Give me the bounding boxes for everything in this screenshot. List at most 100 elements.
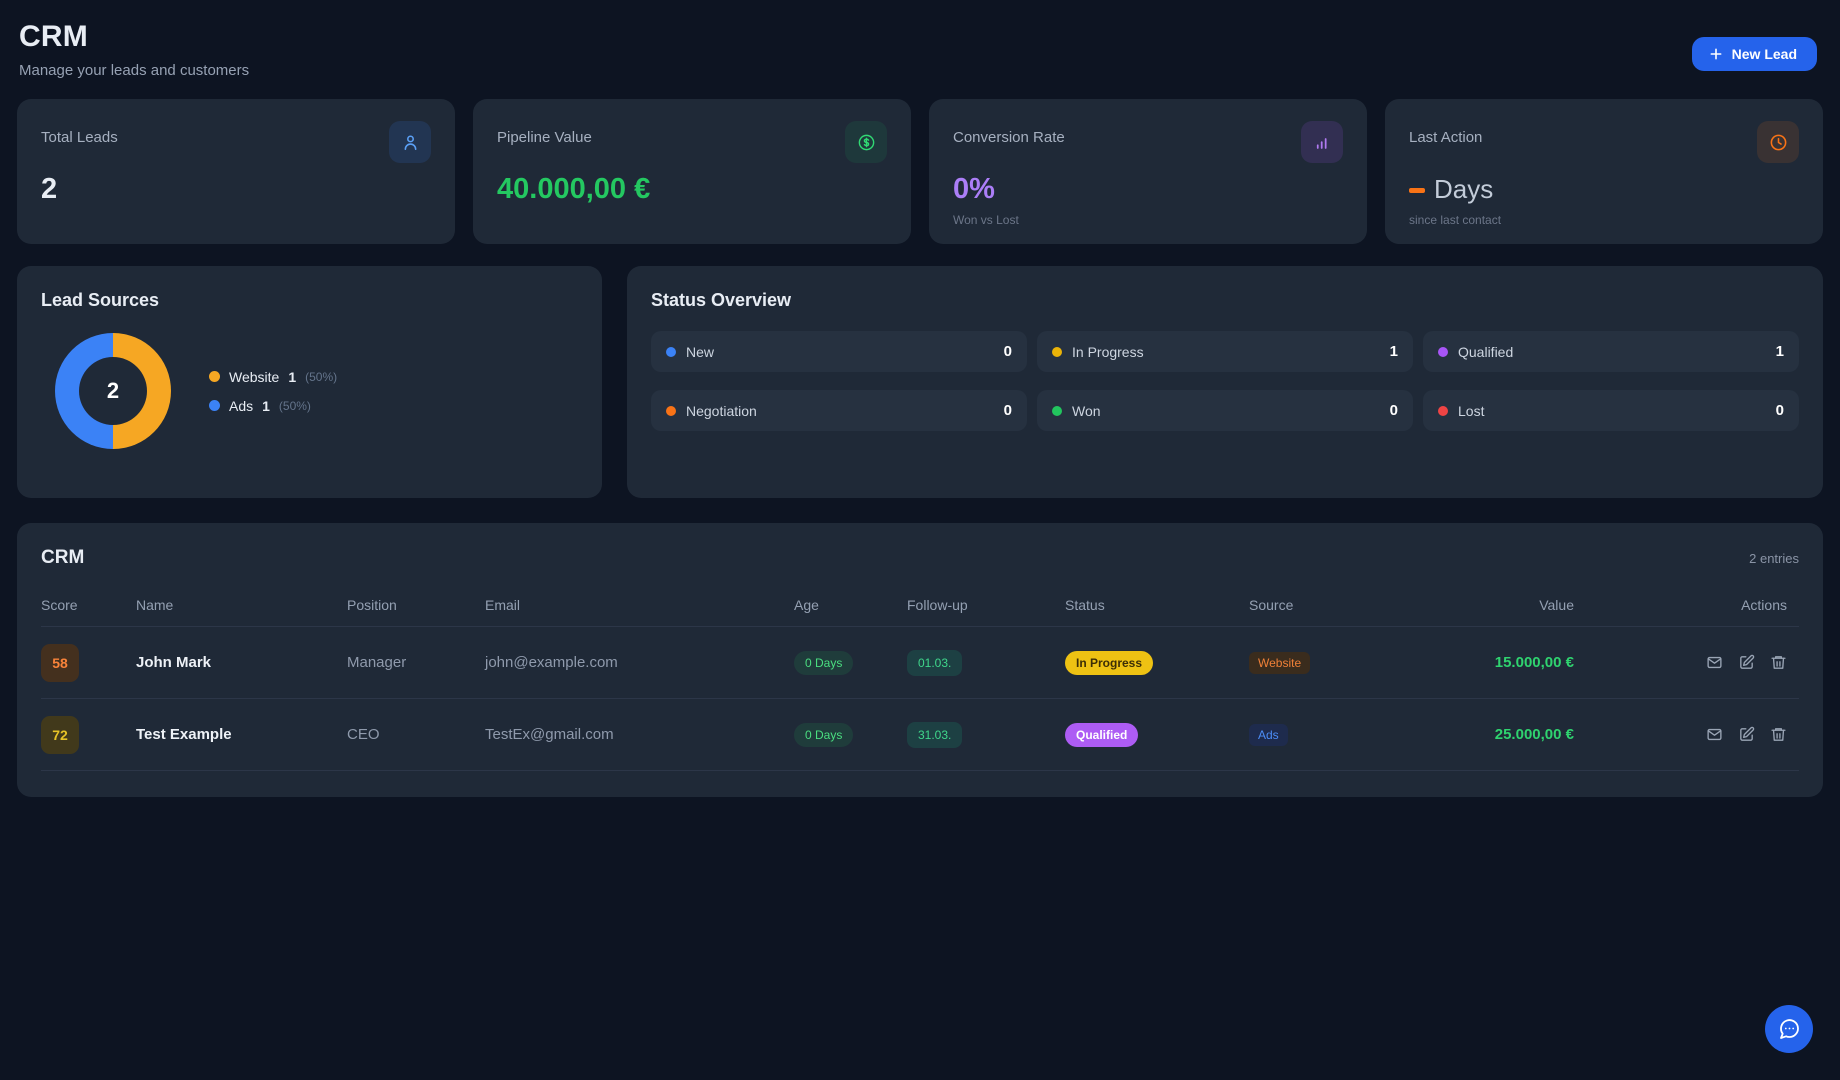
legend-item-website: Website 1 (50%)	[209, 369, 337, 385]
donut-total: 2	[79, 357, 147, 425]
chat-button[interactable]	[1765, 1005, 1813, 1053]
plus-icon	[1708, 46, 1724, 62]
status-chip-lost: Lost 0	[1423, 390, 1799, 431]
crm-table-card: CRM 2 entries Score Name Position Email …	[17, 523, 1823, 797]
status-label: Negotiation	[686, 402, 757, 419]
row-actions	[1574, 726, 1799, 743]
status-chip-negotiation: Negotiation 0	[651, 390, 1027, 431]
status-dot-icon	[1052, 405, 1062, 416]
bar-chart-icon	[1301, 121, 1343, 163]
entries-count: 2 entries	[1749, 550, 1799, 566]
days-dash	[1409, 187, 1425, 193]
legend-pct: (50%)	[278, 398, 311, 413]
website-dot-icon	[209, 371, 220, 382]
stat-card-conversion-rate: Conversion Rate 0% Won vs Lost	[929, 99, 1367, 244]
trash-icon	[1771, 728, 1786, 741]
mail-button[interactable]	[1706, 654, 1723, 671]
pipeline-value: 40.000,00 €	[497, 173, 651, 205]
status-count: 1	[1775, 343, 1784, 360]
status-dot-icon	[666, 405, 676, 416]
legend-item-ads: Ads 1 (50%)	[209, 398, 337, 414]
lead-name: John Mark	[136, 654, 212, 671]
stat-card-pipeline-value: Pipeline Value 40.000,00 €	[473, 99, 911, 244]
last-action-sub: since last contact	[1409, 213, 1502, 227]
age-badge: 0 Days	[794, 650, 854, 675]
dollar-icon	[845, 121, 887, 163]
last-action-label: Last Action	[1409, 129, 1483, 146]
conversion-rate-sub: Won vs Lost	[953, 213, 1019, 227]
col-email: Email	[485, 596, 521, 613]
legend-count: 1	[288, 368, 297, 385]
status-overview-title: Status Overview	[651, 290, 792, 310]
status-dot-icon	[1438, 346, 1448, 357]
table-header-row: Score Name Position Email Age Follow-up …	[41, 583, 1799, 627]
status-label: Lost	[1458, 402, 1485, 419]
col-status: Status	[1065, 596, 1105, 613]
col-actions: Actions	[1741, 596, 1787, 613]
status-count: 0	[1003, 343, 1012, 360]
status-dot-icon	[666, 346, 676, 357]
status-count: 1	[1389, 343, 1398, 360]
trash-icon	[1771, 656, 1786, 669]
page-title: CRM	[19, 20, 88, 53]
row-actions	[1574, 654, 1799, 671]
delete-button[interactable]	[1770, 726, 1787, 743]
legend-label: Website	[229, 368, 280, 385]
col-age: Age	[794, 596, 819, 613]
status-dot-icon	[1438, 405, 1448, 416]
status-chip-in-progress: In Progress 1	[1037, 331, 1413, 372]
stat-card-total-leads: Total Leads 2	[17, 99, 455, 244]
leads-table: Score Name Position Email Age Follow-up …	[41, 583, 1799, 771]
followup-badge: 01.03.	[907, 649, 963, 676]
status-overview-panel: Status Overview New 0 In Progress 1 Qual…	[627, 266, 1823, 498]
lead-value: 25.000,00 €	[1494, 726, 1574, 743]
status-chip-qualified: Qualified 1	[1423, 331, 1799, 372]
mail-icon	[1707, 728, 1722, 741]
status-count: 0	[1775, 402, 1784, 419]
status-badge: In Progress	[1065, 650, 1154, 675]
edit-button[interactable]	[1738, 726, 1755, 743]
mail-icon	[1707, 656, 1722, 669]
clock-icon	[1757, 121, 1799, 163]
source-badge: Website	[1249, 652, 1311, 674]
lead-name: Test Example	[136, 726, 232, 743]
lead-sources-title: Lead Sources	[41, 290, 160, 310]
status-label: Qualified	[1458, 343, 1514, 360]
lead-position: CEO	[347, 726, 380, 743]
score-badge: 58	[41, 643, 79, 682]
new-lead-label: New Lead	[1731, 46, 1797, 62]
status-label: In Progress	[1072, 343, 1144, 360]
col-source: Source	[1249, 596, 1294, 613]
edit-button[interactable]	[1738, 654, 1755, 671]
stats-row: Total Leads 2 Pipeline Value 40.000,00 €…	[17, 99, 1823, 244]
legend-label: Ads	[229, 397, 254, 414]
page-header: CRM Manage your leads and customers New …	[17, 20, 1823, 79]
col-position: Position	[347, 596, 397, 613]
conversion-rate-label: Conversion Rate	[953, 129, 1065, 146]
ads-dot-icon	[209, 400, 220, 411]
lead-position: Manager	[347, 654, 407, 671]
delete-button[interactable]	[1770, 654, 1787, 671]
followup-badge: 31.03.	[907, 721, 963, 748]
pipeline-value-label: Pipeline Value	[497, 129, 592, 146]
age-badge: 0 Days	[794, 722, 854, 747]
new-lead-button[interactable]: New Lead	[1691, 37, 1817, 71]
chat-bubble-icon	[1780, 1019, 1799, 1039]
lead-email: john@example.com	[485, 654, 618, 671]
col-value: Value	[1539, 596, 1574, 613]
middle-row: Lead Sources 2 Website 1 (50%) Ads 1	[17, 266, 1823, 498]
legend-count: 1	[262, 397, 270, 414]
crm-dashboard: CRM Manage your leads and customers New …	[17, 20, 1823, 797]
table-title: CRM	[41, 547, 85, 568]
lead-value: 15.000,00 €	[1494, 654, 1574, 671]
table-row[interactable]: 58 John Mark Manager john@example.com 0 …	[41, 627, 1799, 699]
source-badge: Ads	[1249, 724, 1288, 746]
col-followup: Follow-up	[907, 596, 968, 613]
status-dot-icon	[1052, 346, 1062, 357]
mail-button[interactable]	[1706, 726, 1723, 743]
status-count: 0	[1003, 402, 1012, 419]
lead-sources-panel: Lead Sources 2 Website 1 (50%) Ads 1	[17, 266, 602, 498]
table-row[interactable]: 72 Test Example CEO TestEx@gmail.com 0 D…	[41, 699, 1799, 771]
lead-sources-donut-chart: 2	[55, 333, 171, 449]
status-chip-won: Won 0	[1037, 390, 1413, 431]
